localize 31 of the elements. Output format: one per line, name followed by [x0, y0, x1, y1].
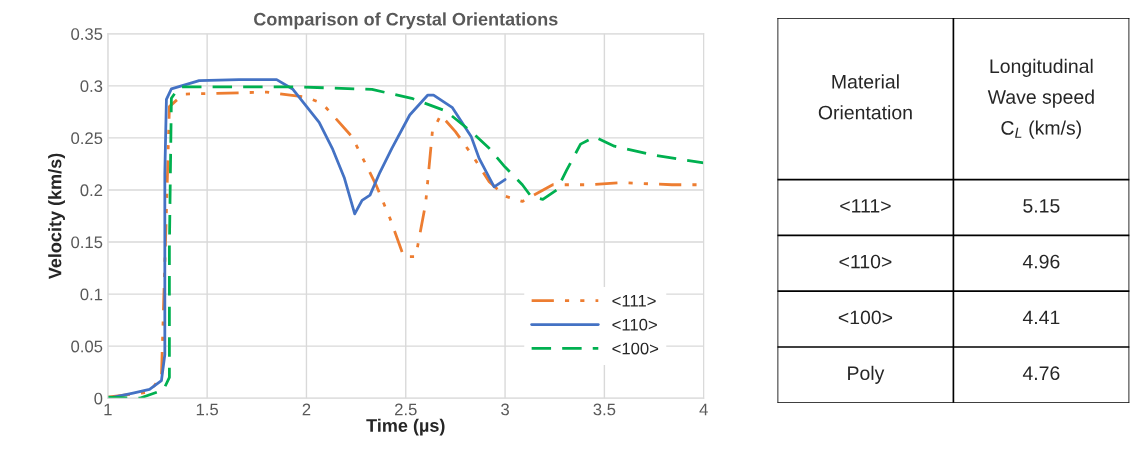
text: Longitudinal Wave speed C$_{L}$ (km/s) — [987, 58, 1094, 139]
x-tick-label: 2 — [302, 403, 311, 416]
y-tick-label: 0.05 — [71, 340, 103, 353]
category-label: Poly — [848, 365, 885, 384]
y-tick-label: 0.35 — [71, 28, 103, 40]
text: Material Orientation — [818, 74, 912, 120]
x-tick-label: 3.5 — [593, 403, 616, 416]
data-label: 5.15 — [1023, 199, 1060, 213]
chart-title: Comparison of Crystal Orientations — [254, 12, 558, 30]
data-label: 4.76 — [1022, 366, 1060, 381]
data-label: 4.96 — [1022, 254, 1060, 269]
x-axis-title: Time (µs) — [366, 418, 445, 436]
y-tick-label: 0.15 — [71, 236, 103, 249]
y-tick-label: 0.2 — [80, 184, 103, 197]
y-tick-label: 0.3 — [80, 80, 103, 93]
category-label: <100> — [838, 310, 893, 325]
legend-label: <100> — [612, 342, 659, 355]
y-axis-title: Velocity (km/s) — [48, 153, 65, 280]
category-label: <110> — [839, 254, 892, 269]
x-tick-label: 1.5 — [196, 403, 219, 416]
category-label: <111> — [840, 199, 891, 213]
legend-label: <110> — [612, 318, 657, 331]
x-tick-label: 4 — [699, 403, 708, 416]
y-tick-label: 0 — [94, 392, 103, 405]
x-tick-label: 1 — [104, 403, 112, 416]
x-tick-label: 3 — [501, 403, 509, 416]
y-tick-label: 0.25 — [71, 132, 103, 145]
data-label: 4.41 — [1022, 310, 1060, 325]
y-tick-label: 0.1 — [80, 288, 103, 301]
x-tick-label: 2.5 — [395, 403, 417, 416]
legend-label: <111> — [612, 295, 656, 307]
